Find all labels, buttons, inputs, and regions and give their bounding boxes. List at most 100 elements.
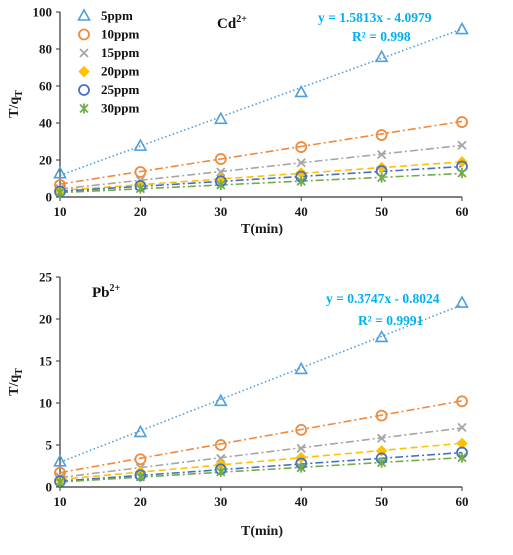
legend: 5ppm 10ppm 15ppm 20ppm 25ppm 30ppm <box>77 8 139 116</box>
x-tick-label: 30 <box>214 494 227 509</box>
point-5ppm <box>455 295 469 308</box>
point-5ppm <box>213 111 228 125</box>
point-30ppm <box>457 167 467 178</box>
legend-marker-20ppm <box>78 65 90 78</box>
point-10ppm <box>214 439 227 451</box>
y-tick-label: 20 <box>39 312 52 327</box>
point-10ppm <box>456 395 468 408</box>
point-20ppm <box>375 161 388 174</box>
y-tick-label: 25 <box>39 270 53 285</box>
ion-label-charge: 2+ <box>110 283 121 294</box>
trendline-25ppm <box>59 451 463 482</box>
ion-label-main: Cd <box>217 16 237 32</box>
point-30ppm <box>135 471 146 482</box>
y-axis-title-main: T/q <box>7 97 22 118</box>
x-tick-label: 10 <box>54 494 67 509</box>
trendline-5ppm <box>59 304 463 464</box>
cd-chart: 0 20 40 60 80 100 10 20 30 40 50 60 T(min) T/qT Cd2+ y … <box>7 5 469 237</box>
pb-chart: 0 5 10 15 20 25 10 20 30 40 50 60 T(min) T/qT Pb2+ y = … <box>7 270 469 539</box>
fit-r2: R² = 0.9991 <box>358 313 424 328</box>
trendline-30ppm <box>59 456 463 483</box>
point-30ppm <box>55 187 65 198</box>
y-tick-label: 15 <box>39 354 53 369</box>
y-tick-label: 5 <box>46 438 53 453</box>
point-30ppm <box>135 183 146 194</box>
x-tick-label: 20 <box>134 204 147 219</box>
point-30ppm <box>457 452 467 463</box>
trendline-10ppm <box>59 400 463 474</box>
point-5ppm <box>374 329 389 343</box>
legend-label: 30ppm <box>101 101 139 116</box>
point-15ppm <box>216 453 226 464</box>
fit-equation: y = 1.5813x - 4.0979 <box>318 10 432 25</box>
y-tick-label: 20 <box>39 153 52 168</box>
point-10ppm <box>456 116 468 128</box>
point-15ppm <box>216 167 226 177</box>
x-tick-label: 50 <box>375 204 388 219</box>
trendline-15ppm <box>59 427 463 479</box>
point-10ppm <box>375 409 388 422</box>
y-tick-label: 60 <box>39 79 52 94</box>
point-10ppm <box>295 141 308 153</box>
ion-label-charge: 2+ <box>236 14 247 25</box>
point-30ppm <box>376 457 387 468</box>
y-axis-title: T/qT <box>7 90 25 118</box>
ion-label: Cd2+ <box>217 14 247 32</box>
legend-marker-5ppm <box>77 8 91 21</box>
point-5ppm <box>294 84 309 98</box>
x-tick-label: 40 <box>295 204 308 219</box>
fit-equation: y = 0.3747x - 0.8024 <box>326 291 440 306</box>
ion-label: Pb2+ <box>92 283 121 301</box>
point-10ppm <box>214 153 227 165</box>
trendline-5ppm <box>59 28 463 177</box>
trendline-25ppm <box>59 165 463 193</box>
y-tick-label: 0 <box>46 480 53 495</box>
point-5ppm <box>374 49 389 63</box>
y-tick-label: 10 <box>39 396 52 411</box>
x-axis-title: T(min) <box>241 222 283 237</box>
point-10ppm <box>295 423 308 436</box>
point-5ppm <box>455 21 469 35</box>
legend-label: 20ppm <box>101 64 139 79</box>
trendline-15ppm <box>59 144 463 190</box>
x-tick-label: 40 <box>295 494 308 509</box>
ion-label-main: Pb <box>92 285 110 301</box>
fit-r2: R² = 0.998 <box>352 29 411 44</box>
point-15ppm <box>376 149 387 160</box>
x-tick-label: 10 <box>54 204 67 219</box>
x-axis-title: T(min) <box>241 524 283 539</box>
point-5ppm <box>53 454 67 467</box>
point-10ppm <box>134 166 147 178</box>
y-tick-label: 0 <box>46 190 53 205</box>
point-5ppm <box>213 393 228 407</box>
y-axis-title-sub: T <box>14 368 25 375</box>
legend-marker-30ppm <box>79 103 89 114</box>
legend-marker-10ppm <box>78 28 90 41</box>
legend-label: 15ppm <box>101 45 139 60</box>
legend-label: 5ppm <box>101 8 133 23</box>
point-5ppm <box>294 361 309 375</box>
point-30ppm <box>216 466 226 477</box>
point-15ppm <box>296 158 306 168</box>
y-tick-label: 80 <box>39 42 52 57</box>
point-30ppm <box>296 462 306 473</box>
trendline-30ppm <box>59 172 463 194</box>
point-15ppm <box>457 140 467 150</box>
point-10ppm <box>375 129 388 141</box>
point-15ppm <box>457 422 467 432</box>
legend-label: 25ppm <box>101 82 139 97</box>
legend-marker-25ppm <box>78 84 90 96</box>
y-axis-title: T/qT <box>7 368 25 396</box>
trendline-20ppm <box>59 442 463 481</box>
y-axis-title-main: T/q <box>7 375 22 396</box>
x-tick-label: 60 <box>456 494 469 509</box>
point-15ppm <box>376 433 387 443</box>
point-30ppm <box>55 476 65 487</box>
point-10ppm <box>134 453 147 466</box>
x-tick-label: 60 <box>456 204 469 219</box>
trendline-20ppm <box>59 161 463 192</box>
trendline-10ppm <box>59 120 463 185</box>
point-30ppm <box>216 179 226 190</box>
point-15ppm <box>296 443 306 453</box>
